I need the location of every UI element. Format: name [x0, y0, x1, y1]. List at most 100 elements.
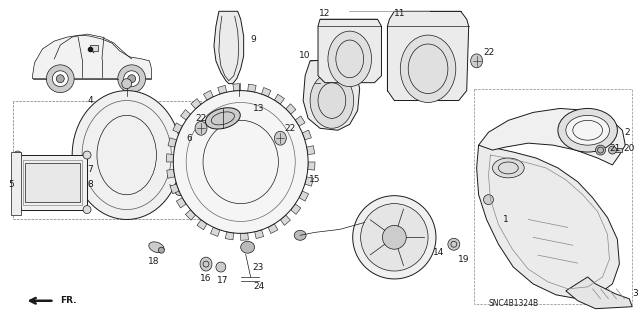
Ellipse shape	[566, 115, 609, 145]
Polygon shape	[211, 227, 220, 236]
Text: 7: 7	[87, 166, 93, 174]
Ellipse shape	[52, 71, 68, 87]
Ellipse shape	[83, 151, 91, 159]
Polygon shape	[225, 232, 234, 240]
Ellipse shape	[241, 241, 255, 253]
Ellipse shape	[353, 196, 436, 279]
Ellipse shape	[56, 75, 64, 83]
Ellipse shape	[328, 31, 372, 87]
Ellipse shape	[13, 205, 22, 213]
Polygon shape	[167, 169, 175, 178]
Ellipse shape	[68, 186, 79, 196]
Polygon shape	[166, 154, 173, 162]
Polygon shape	[612, 148, 622, 152]
Polygon shape	[387, 11, 468, 100]
Ellipse shape	[72, 91, 181, 219]
Ellipse shape	[195, 121, 207, 135]
Text: 14: 14	[433, 248, 445, 257]
Ellipse shape	[118, 65, 145, 93]
Ellipse shape	[558, 108, 618, 152]
Polygon shape	[305, 177, 314, 186]
Polygon shape	[308, 162, 315, 170]
Text: FR.: FR.	[60, 296, 77, 305]
Text: 24: 24	[253, 282, 264, 291]
Text: 11: 11	[394, 9, 405, 18]
Text: 2: 2	[625, 128, 630, 137]
Polygon shape	[479, 108, 625, 165]
Text: 19: 19	[458, 255, 470, 263]
Polygon shape	[268, 224, 278, 234]
Polygon shape	[173, 123, 182, 133]
Polygon shape	[280, 215, 291, 225]
Polygon shape	[191, 99, 201, 109]
Polygon shape	[302, 130, 312, 140]
Ellipse shape	[159, 247, 164, 253]
Ellipse shape	[310, 73, 354, 128]
Text: 3: 3	[632, 289, 638, 298]
Polygon shape	[204, 91, 213, 100]
Ellipse shape	[13, 151, 22, 159]
Polygon shape	[241, 233, 248, 240]
Bar	[18, 155, 87, 210]
Ellipse shape	[83, 205, 91, 213]
Polygon shape	[299, 191, 308, 201]
Polygon shape	[291, 204, 301, 214]
Polygon shape	[286, 104, 296, 114]
Polygon shape	[307, 146, 315, 154]
Polygon shape	[248, 84, 256, 92]
Ellipse shape	[128, 75, 136, 83]
Text: 12: 12	[319, 9, 331, 18]
Ellipse shape	[493, 158, 524, 178]
Polygon shape	[262, 87, 271, 97]
Text: 22: 22	[483, 48, 494, 57]
Polygon shape	[318, 19, 381, 83]
Ellipse shape	[175, 186, 185, 196]
Text: 22: 22	[285, 124, 296, 133]
Ellipse shape	[361, 204, 428, 271]
Polygon shape	[233, 84, 241, 91]
Polygon shape	[255, 230, 264, 239]
Polygon shape	[186, 210, 196, 220]
Ellipse shape	[205, 108, 240, 129]
Polygon shape	[214, 11, 244, 84]
Ellipse shape	[484, 195, 493, 204]
Polygon shape	[170, 184, 179, 194]
Text: 10: 10	[300, 51, 311, 60]
Polygon shape	[11, 152, 20, 214]
Ellipse shape	[216, 262, 226, 272]
Bar	[90, 45, 98, 51]
Bar	[22, 160, 82, 204]
Ellipse shape	[124, 71, 140, 87]
Polygon shape	[168, 138, 177, 147]
Ellipse shape	[609, 146, 616, 154]
Ellipse shape	[47, 65, 74, 93]
Polygon shape	[33, 35, 152, 79]
Polygon shape	[477, 145, 620, 299]
Polygon shape	[197, 220, 207, 230]
Ellipse shape	[294, 230, 306, 240]
Ellipse shape	[200, 257, 212, 271]
Text: 23: 23	[253, 263, 264, 271]
Ellipse shape	[383, 226, 406, 249]
Ellipse shape	[448, 238, 460, 250]
Text: 1: 1	[502, 215, 508, 224]
Polygon shape	[275, 94, 284, 104]
Text: 4: 4	[87, 96, 93, 105]
Ellipse shape	[400, 35, 456, 102]
Ellipse shape	[148, 242, 164, 253]
Polygon shape	[303, 59, 360, 130]
Text: 18: 18	[148, 256, 159, 266]
Text: SNC4B1324B: SNC4B1324B	[488, 299, 539, 308]
Ellipse shape	[173, 91, 308, 234]
Polygon shape	[218, 85, 227, 94]
Text: 21: 21	[610, 144, 621, 152]
Ellipse shape	[275, 131, 286, 145]
Text: 15: 15	[309, 175, 321, 184]
Ellipse shape	[470, 54, 483, 68]
Text: 6: 6	[186, 134, 192, 143]
Polygon shape	[295, 116, 305, 126]
Bar	[24, 163, 80, 202]
Text: 9: 9	[251, 34, 257, 44]
Ellipse shape	[122, 79, 132, 89]
Text: 16: 16	[200, 274, 212, 284]
